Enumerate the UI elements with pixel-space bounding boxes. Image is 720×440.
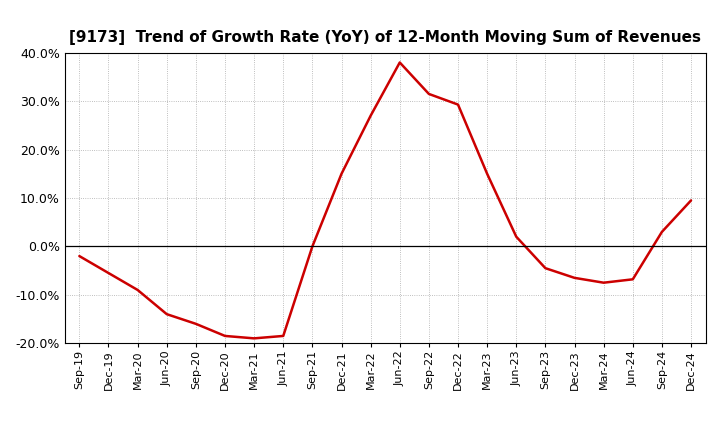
Title: [9173]  Trend of Growth Rate (YoY) of 12-Month Moving Sum of Revenues: [9173] Trend of Growth Rate (YoY) of 12-… bbox=[69, 29, 701, 45]
